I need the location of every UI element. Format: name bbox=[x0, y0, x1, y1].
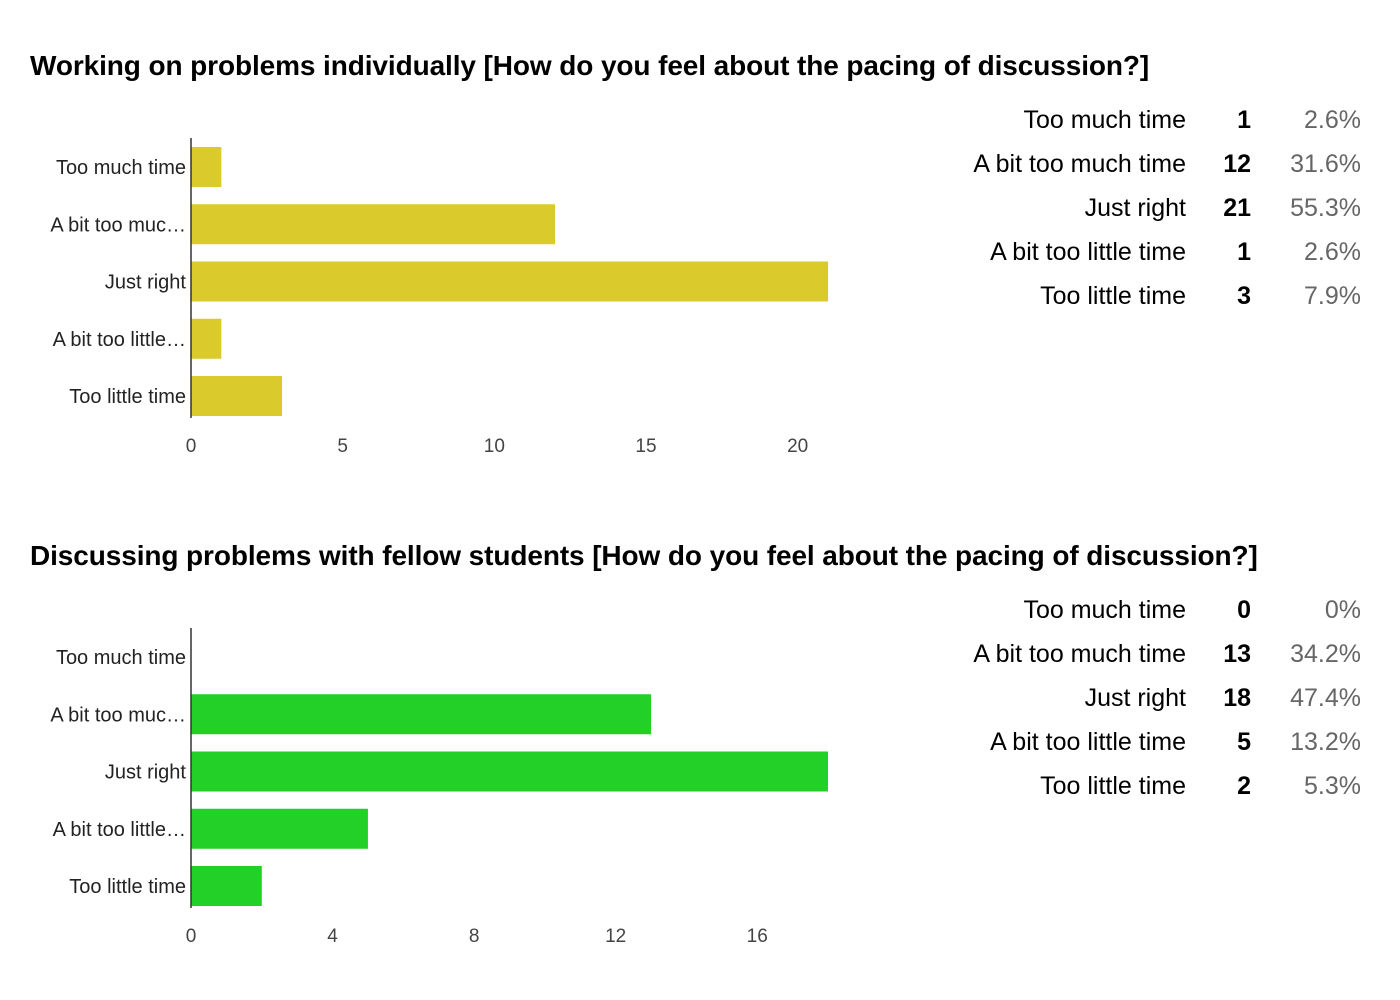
chart-title: Working on problems individually [How do… bbox=[30, 50, 1150, 81]
category-label: A bit too little… bbox=[53, 819, 186, 841]
x-tick-label: 0 bbox=[186, 926, 197, 947]
summary-count: 1 bbox=[1237, 105, 1251, 134]
summary-count: 0 bbox=[1237, 595, 1251, 624]
bar bbox=[191, 376, 282, 416]
summary-category: A bit too little time bbox=[990, 237, 1186, 266]
summary-count: 1 bbox=[1237, 237, 1251, 266]
summary-count: 21 bbox=[1223, 193, 1251, 222]
summary-row: Just right 18 47.4% bbox=[900, 676, 1361, 720]
bar bbox=[191, 147, 222, 187]
summary-percentage: 5.3% bbox=[1304, 771, 1361, 800]
summary-percentage: 31.6% bbox=[1290, 149, 1361, 178]
summary-table-fellow-students: Too much time 0 0% A bit too much time 13 34.… bbox=[900, 588, 1361, 808]
summary-percentage: 47.4% bbox=[1290, 683, 1361, 712]
category-label: A bit too little… bbox=[53, 329, 186, 351]
x-tick-label: 10 bbox=[484, 436, 505, 457]
summary-category: Just right bbox=[1084, 683, 1186, 712]
x-tick-label: 12 bbox=[605, 926, 626, 947]
category-label: Too much time bbox=[56, 157, 186, 179]
summary-row: A bit too much time 12 31.6% bbox=[900, 142, 1361, 186]
summary-row: A bit too little time 5 13.2% bbox=[900, 720, 1361, 764]
summary-row: A bit too little time 1 2.6% bbox=[900, 230, 1361, 274]
summary-row: Too little time 2 5.3% bbox=[900, 764, 1361, 808]
summary-category: Just right bbox=[1084, 193, 1186, 222]
summary-row: Too much time 1 2.6% bbox=[900, 98, 1361, 142]
summary-category: Too much time bbox=[1023, 595, 1186, 624]
x-tick-label: 4 bbox=[327, 926, 338, 947]
chart-title: Discussing problems with fellow students… bbox=[30, 540, 1258, 571]
summary-percentage: 0% bbox=[1324, 595, 1361, 624]
summary-category: A bit too much time bbox=[973, 639, 1186, 668]
chart-section-fellow-students: Discussing problems with fellow students… bbox=[0, 490, 1400, 980]
summary-percentage: 13.2% bbox=[1290, 727, 1361, 756]
x-tick-label: 16 bbox=[747, 926, 768, 947]
category-label: Just right bbox=[105, 762, 187, 784]
summary-row: A bit too much time 13 34.2% bbox=[900, 632, 1361, 676]
bar-chart-individual: Too much time A bit too muc… Just right A b… bbox=[50, 138, 828, 457]
bar bbox=[191, 808, 368, 849]
summary-category: Too little time bbox=[1040, 281, 1186, 310]
summary-category: A bit too much time bbox=[973, 149, 1186, 178]
summary-count: 2 bbox=[1237, 771, 1251, 800]
x-tick-label: 15 bbox=[635, 436, 656, 457]
summary-count: 5 bbox=[1237, 727, 1251, 756]
summary-count: 12 bbox=[1223, 149, 1251, 178]
summary-count: 13 bbox=[1223, 639, 1251, 668]
summary-category: Too much time bbox=[1023, 105, 1186, 134]
category-label: A bit too muc… bbox=[50, 704, 186, 726]
x-tick-label: 20 bbox=[787, 436, 808, 457]
bar bbox=[191, 318, 222, 359]
summary-percentage: 55.3% bbox=[1290, 193, 1361, 222]
bar bbox=[191, 751, 828, 792]
bar bbox=[191, 694, 652, 735]
x-tick-label: 0 bbox=[186, 436, 197, 457]
category-label: A bit too muc… bbox=[50, 214, 186, 236]
bar-chart-fellow-students: Too much time A bit too muc… Just right A b… bbox=[50, 628, 828, 947]
summary-row: Too little time 3 7.9% bbox=[900, 274, 1361, 318]
summary-category: A bit too little time bbox=[990, 727, 1186, 756]
summary-percentage: 7.9% bbox=[1304, 281, 1361, 310]
bar bbox=[191, 866, 262, 906]
category-label: Too much time bbox=[56, 647, 186, 669]
category-label: Too little time bbox=[69, 876, 186, 898]
category-label: Just right bbox=[105, 272, 187, 294]
bar bbox=[191, 261, 828, 302]
category-label: Too little time bbox=[69, 386, 186, 408]
summary-percentage: 34.2% bbox=[1290, 639, 1361, 668]
bar bbox=[191, 204, 555, 245]
chart-section-individual: Working on problems individually [How do… bbox=[0, 0, 1400, 490]
summary-percentage: 2.6% bbox=[1304, 105, 1361, 134]
summary-row: Too much time 0 0% bbox=[900, 588, 1361, 632]
x-tick-label: 8 bbox=[469, 926, 480, 947]
summary-category: Too little time bbox=[1040, 771, 1186, 800]
summary-row: Just right 21 55.3% bbox=[900, 186, 1361, 230]
summary-table-individual: Too much time 1 2.6% A bit too much time 12 3… bbox=[900, 98, 1361, 318]
summary-count: 18 bbox=[1223, 683, 1251, 712]
summary-count: 3 bbox=[1237, 281, 1251, 310]
summary-percentage: 2.6% bbox=[1304, 237, 1361, 266]
x-tick-label: 5 bbox=[337, 436, 348, 457]
